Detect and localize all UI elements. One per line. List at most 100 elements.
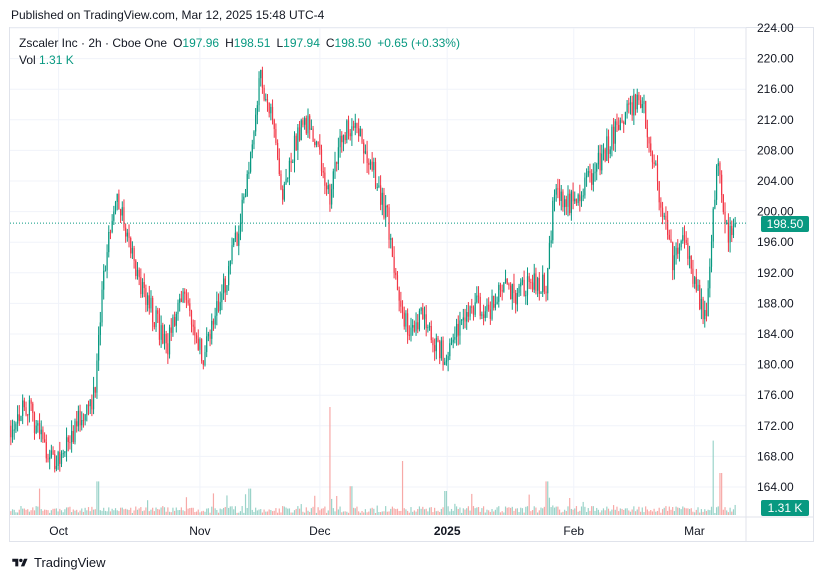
candle-body bbox=[494, 304, 497, 308]
candle-body bbox=[113, 211, 115, 221]
volume-bar bbox=[28, 511, 31, 515]
volume-bar bbox=[721, 473, 723, 515]
volume-bar bbox=[379, 512, 382, 515]
volume-bar bbox=[381, 511, 383, 515]
volume-bar bbox=[626, 508, 628, 515]
volume-bar bbox=[423, 509, 426, 515]
candle-body bbox=[405, 313, 407, 327]
candle-body bbox=[673, 255, 675, 271]
volume-bar bbox=[20, 506, 22, 515]
candle-body bbox=[219, 302, 221, 311]
volume-bar bbox=[425, 508, 427, 515]
candle-body bbox=[574, 198, 576, 202]
volume-bar bbox=[518, 512, 520, 515]
candle-body bbox=[104, 270, 106, 272]
volume-bar bbox=[126, 509, 128, 515]
volume-bar bbox=[256, 510, 258, 515]
footer: TradingView bbox=[10, 555, 106, 570]
candle-body bbox=[634, 94, 637, 110]
candle-body bbox=[504, 278, 507, 283]
volume-bar bbox=[601, 510, 603, 515]
volume-bar bbox=[548, 497, 551, 515]
volume-bar bbox=[687, 508, 689, 515]
candle-body bbox=[275, 129, 277, 143]
volume-bar bbox=[525, 506, 527, 515]
volume-bar bbox=[206, 508, 208, 515]
candle-body bbox=[395, 272, 397, 276]
candle-body bbox=[190, 310, 193, 325]
candle-body bbox=[180, 298, 182, 303]
volume-bar bbox=[162, 506, 164, 515]
candle-body bbox=[342, 135, 345, 143]
volume-bar bbox=[358, 511, 360, 515]
volume-bar bbox=[690, 508, 692, 515]
publish-info: Published on TradingView.com, Mar 12, 20… bbox=[11, 8, 325, 22]
volume-bar bbox=[244, 494, 247, 515]
volume-bar bbox=[174, 510, 176, 515]
candle-body bbox=[601, 153, 603, 171]
tradingview-logo-icon[interactable] bbox=[10, 557, 30, 569]
volume-bar bbox=[344, 511, 346, 515]
high-value: 198.51 bbox=[233, 36, 271, 50]
volume-bar bbox=[145, 507, 147, 515]
volume-bar bbox=[341, 512, 343, 515]
candle-body bbox=[263, 87, 265, 100]
volume-bar bbox=[265, 511, 267, 515]
candle-body bbox=[121, 207, 123, 216]
candle-body bbox=[656, 163, 659, 182]
candle-body bbox=[140, 277, 142, 295]
candle-body bbox=[358, 128, 360, 137]
candle-body bbox=[336, 162, 338, 164]
volume-bar bbox=[229, 506, 231, 515]
candle-body bbox=[650, 143, 652, 153]
volume-bar bbox=[488, 510, 490, 515]
candle-body bbox=[253, 131, 255, 145]
candle-body bbox=[309, 115, 311, 130]
volume-bar bbox=[94, 509, 96, 515]
volume-bar bbox=[263, 509, 265, 515]
candle-body bbox=[408, 334, 410, 336]
volume-bar bbox=[592, 506, 594, 515]
candle-body bbox=[378, 185, 380, 187]
volume-bar bbox=[87, 507, 90, 515]
brand-name[interactable]: TradingView bbox=[34, 555, 106, 570]
candle-body bbox=[597, 152, 599, 165]
candle-body bbox=[167, 343, 169, 355]
candle-body bbox=[388, 207, 390, 240]
volume-bar bbox=[260, 509, 262, 515]
candle-body bbox=[699, 284, 701, 310]
volume-bar bbox=[714, 512, 716, 515]
symbol-label[interactable]: Zscaler Inc · 2h · Cboe One bbox=[19, 36, 168, 50]
volume-bar bbox=[65, 507, 68, 515]
volume-bar bbox=[658, 507, 660, 515]
ohlc-legend: Zscaler Inc · 2h · Cboe One O 197.96 H 1… bbox=[19, 36, 460, 50]
candle-body bbox=[628, 103, 630, 105]
last-price-tag: 198.50 bbox=[761, 216, 809, 232]
candle-body bbox=[231, 245, 233, 261]
volume-bar bbox=[562, 511, 564, 515]
candle-body bbox=[461, 319, 463, 321]
volume-bar bbox=[572, 509, 574, 515]
volume-bar bbox=[268, 509, 270, 515]
volume-bar bbox=[40, 509, 42, 515]
candle-body bbox=[189, 303, 191, 311]
volume-bar bbox=[74, 510, 76, 515]
candle-body bbox=[499, 284, 502, 291]
volume-bar bbox=[273, 510, 275, 515]
candle-body bbox=[217, 301, 220, 311]
candle-body bbox=[322, 170, 324, 173]
volume-bar bbox=[471, 493, 473, 515]
volume-bar bbox=[726, 510, 728, 515]
volume-bar bbox=[150, 509, 152, 515]
volume-bar bbox=[482, 506, 485, 515]
candle-body bbox=[126, 232, 128, 237]
volume-bar bbox=[545, 481, 547, 515]
volume-bar bbox=[290, 512, 292, 515]
candle-body bbox=[432, 340, 434, 346]
candle-body bbox=[331, 189, 333, 205]
candle-body bbox=[273, 119, 275, 130]
volume-bar bbox=[226, 495, 228, 515]
candle-body bbox=[54, 454, 56, 470]
candle-body bbox=[594, 171, 596, 174]
